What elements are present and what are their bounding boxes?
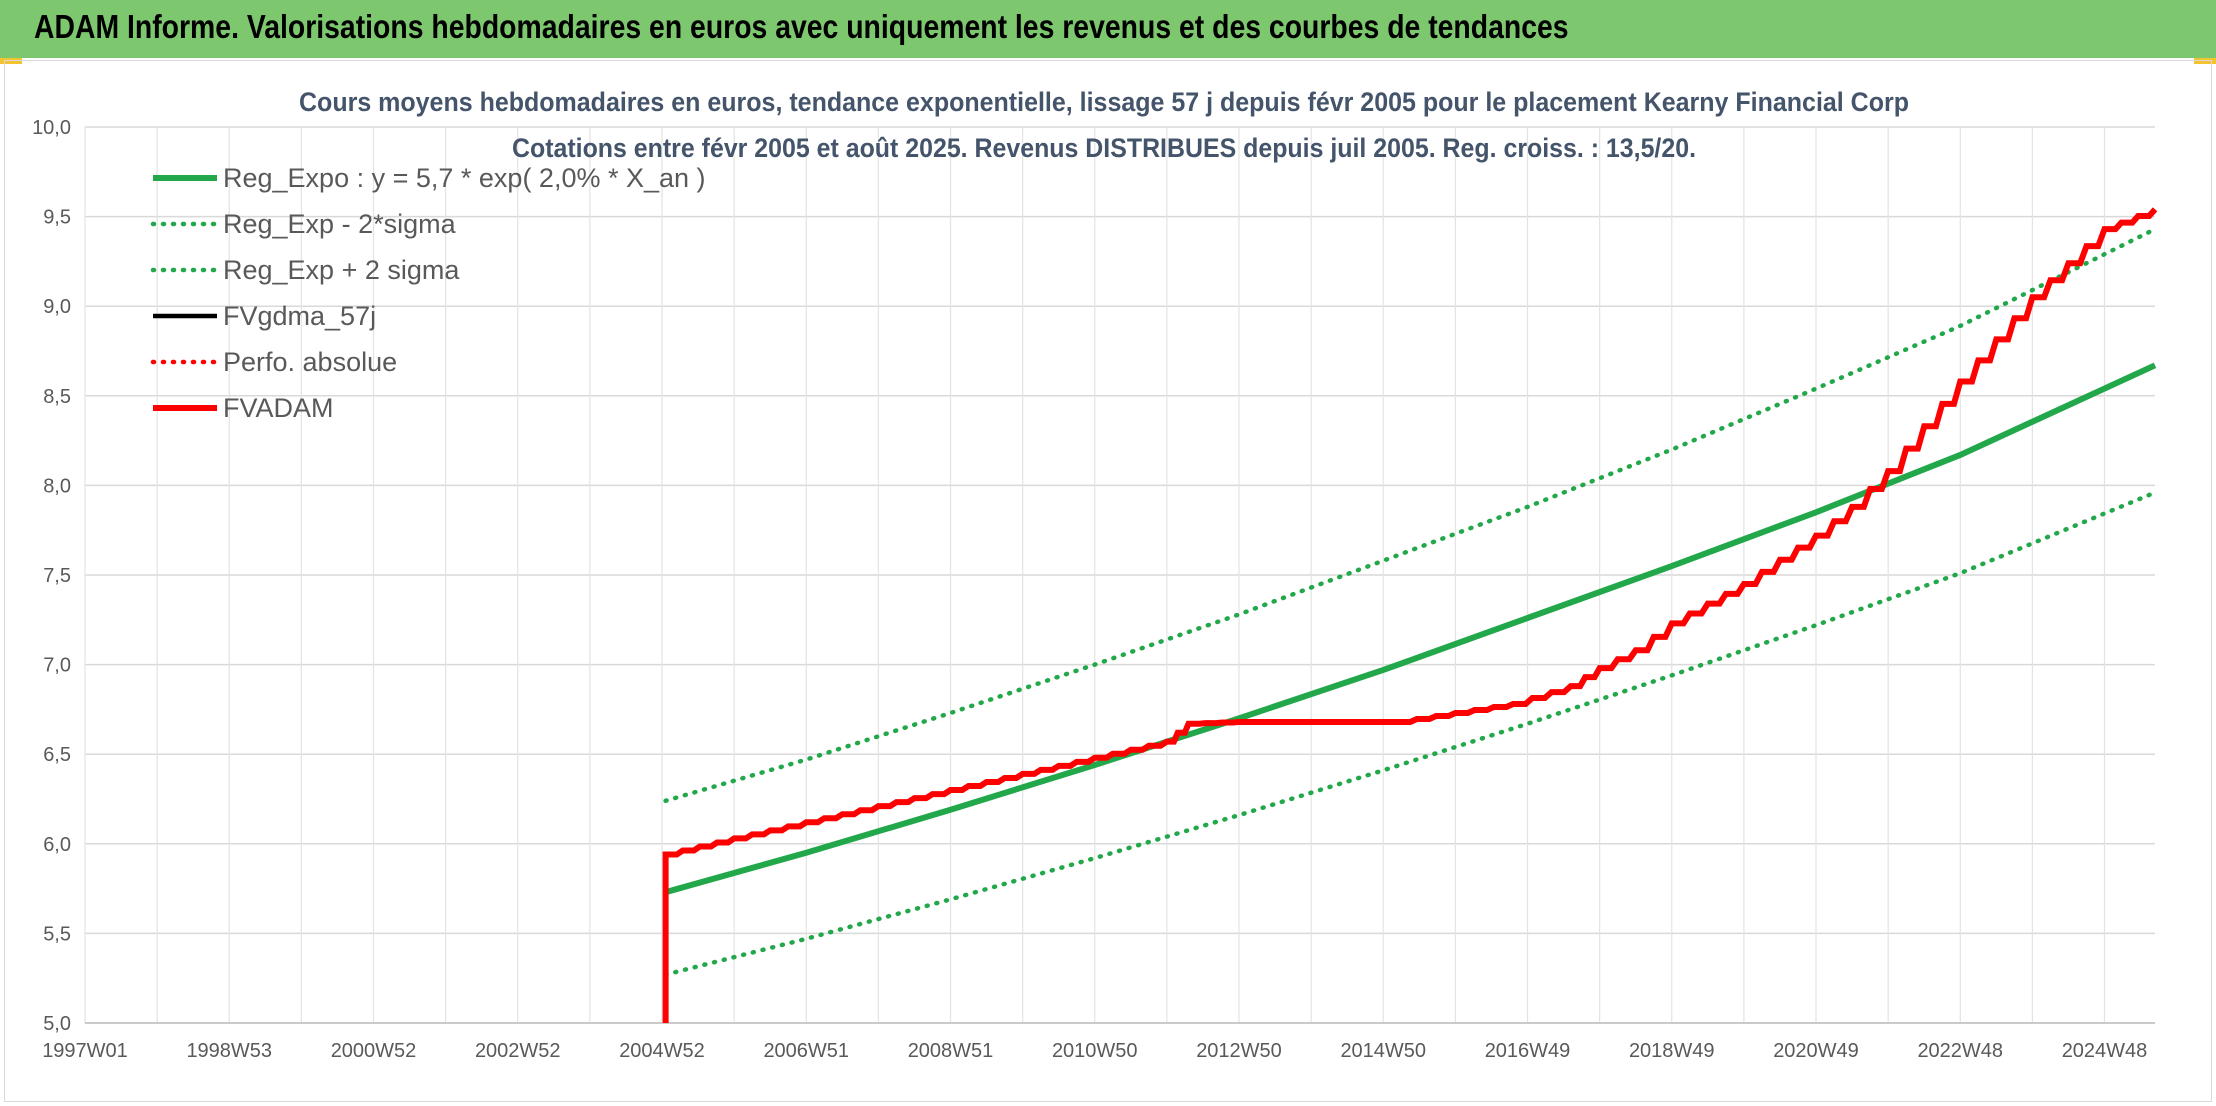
report-title: ADAM Informe. Valorisations hebdomadaire…	[34, 8, 1569, 45]
y-tick-label: 7,0	[43, 655, 71, 677]
y-tick-label: 9,0	[43, 296, 71, 318]
x-tick-label: 2006W51	[763, 1040, 849, 1062]
legend-label: Perfo. absolue	[223, 347, 397, 377]
corner-marker-right	[2194, 58, 2216, 64]
series-line	[664, 362, 2157, 896]
y-tick-label: 8,5	[43, 386, 71, 408]
chart-titles: Cours moyens hebdomadaires en euros, ten…	[299, 87, 1909, 163]
series-line	[662, 207, 2158, 1023]
x-tick-label: 2012W50	[1196, 1040, 1282, 1062]
x-tick-label: 2004W52	[619, 1040, 705, 1062]
x-tick-label: 2010W50	[1052, 1040, 1138, 1062]
x-tick-label: 2000W52	[331, 1040, 417, 1062]
series-lines	[662, 207, 2158, 1023]
series-line	[663, 490, 2158, 977]
x-tick-label: 2008W51	[908, 1040, 994, 1062]
x-tick-label: 2024W48	[2062, 1040, 2148, 1062]
chart-frame: 5,0 5,5 6,0 6,5 7,0 7,5 8,0 8,5 9,0 9,5 10,0 1997W0…	[4, 60, 2212, 1102]
y-tick-label: 6,0	[43, 834, 71, 856]
x-tick-label: 2002W52	[475, 1040, 561, 1062]
x-tick-label: 1998W53	[186, 1040, 272, 1062]
series-line	[663, 226, 2158, 804]
y-tick-label: 8,0	[43, 475, 71, 497]
legend: Reg_Expo : y = 5,7 * exp( 2,0% * X_an ) R…	[150, 163, 706, 423]
axes: 5,0 5,5 6,0 6,5 7,0 7,5 8,0 8,5 9,0 9,5 10,0 1997W0…	[32, 117, 2155, 1062]
corner-marker-left	[0, 58, 22, 64]
legend-label: Reg_Exp - 2*sigma	[223, 209, 457, 239]
legend-label: FVgdma_57j	[223, 301, 376, 331]
y-tick-label: 10,0	[32, 117, 71, 139]
chart-title: Cours moyens hebdomadaires en euros, ten…	[299, 87, 1909, 117]
legend-label: FVADAM	[223, 393, 334, 423]
y-tick-label: 7,5	[43, 565, 71, 587]
x-tick-label: 2016W49	[1485, 1040, 1571, 1062]
y-tick-label: 5,0	[43, 1013, 71, 1035]
chart-subtitle: Cotations entre févr 2005 et août 2025. …	[512, 133, 1696, 163]
x-tick-label: 2022W48	[1917, 1040, 2003, 1062]
grid-lines	[84, 126, 2155, 1024]
legend-label: Reg_Exp + 2 sigma	[223, 255, 460, 285]
x-tick-label: 2014W50	[1340, 1040, 1426, 1062]
line-chart: 5,0 5,5 6,0 6,5 7,0 7,5 8,0 8,5 9,0 9,5 10,0 1997W0…	[32, 87, 2158, 1062]
x-tick-label: 2018W49	[1629, 1040, 1715, 1062]
x-tick-label: 2020W49	[1773, 1040, 1859, 1062]
y-tick-label: 9,5	[43, 207, 71, 229]
legend-label: Reg_Expo : y = 5,7 * exp( 2,0% * X_an )	[223, 163, 706, 193]
x-tick-label: 1997W01	[42, 1040, 128, 1062]
y-tick-label: 6,5	[43, 744, 71, 766]
y-tick-label: 5,5	[43, 923, 71, 945]
report-header: ADAM Informe. Valorisations hebdomadaire…	[0, 0, 2216, 58]
